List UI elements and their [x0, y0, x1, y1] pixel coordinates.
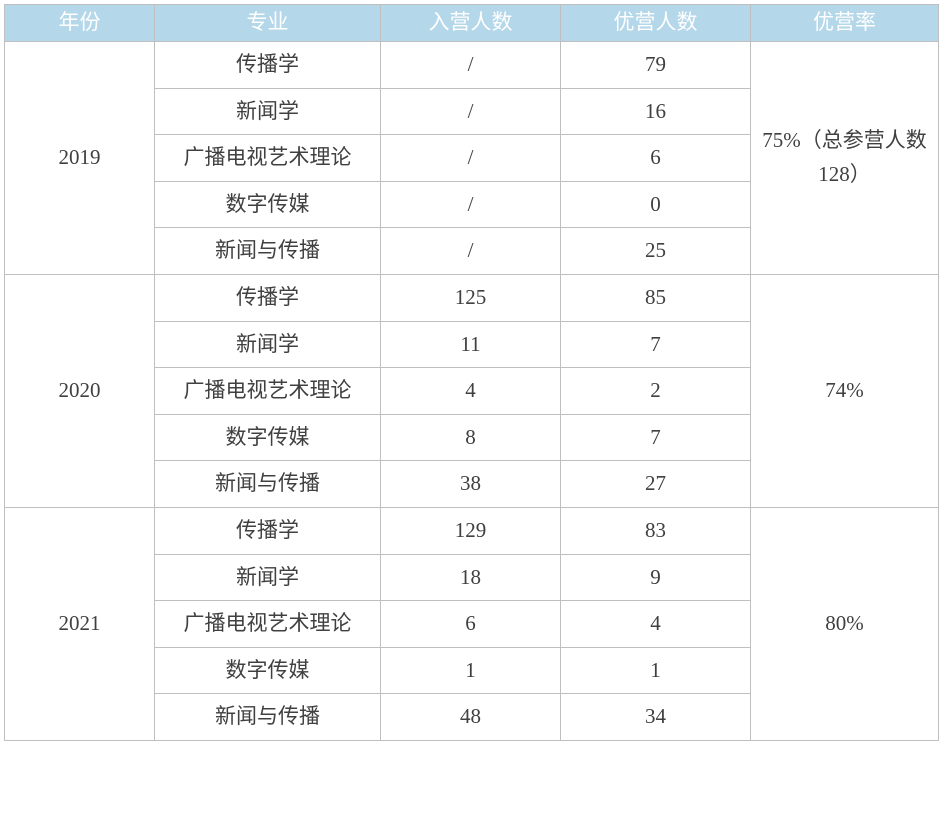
cell-in: 4 [381, 368, 561, 415]
cell-in: / [381, 228, 561, 275]
cell-year: 2021 [5, 507, 155, 740]
cell-in: / [381, 88, 561, 135]
cell-in: 6 [381, 601, 561, 648]
cell-major: 新闻学 [155, 554, 381, 601]
cell-in: 18 [381, 554, 561, 601]
cell-major: 新闻与传播 [155, 461, 381, 508]
table-header-row: 年份 专业 入营人数 优营人数 优营率 [5, 5, 939, 42]
cell-in: / [381, 135, 561, 182]
col-header-rate: 优营率 [751, 5, 939, 42]
cell-in: 125 [381, 274, 561, 321]
table-row: 2019 传播学 / 79 75%（总参营人数128） [5, 42, 939, 89]
cell-major: 数字传媒 [155, 414, 381, 461]
cell-in: 8 [381, 414, 561, 461]
cell-in: 129 [381, 507, 561, 554]
cell-major: 新闻学 [155, 321, 381, 368]
table-row: 2021 传播学 129 83 80% [5, 507, 939, 554]
cell-major: 广播电视艺术理论 [155, 368, 381, 415]
col-header-out: 优营人数 [561, 5, 751, 42]
cell-out: 2 [561, 368, 751, 415]
col-header-in: 入营人数 [381, 5, 561, 42]
cell-major: 数字传媒 [155, 647, 381, 694]
cell-rate: 74% [751, 274, 939, 507]
cell-out: 4 [561, 601, 751, 648]
cell-out: 34 [561, 694, 751, 741]
cell-out: 79 [561, 42, 751, 89]
col-header-major: 专业 [155, 5, 381, 42]
cell-major: 新闻学 [155, 88, 381, 135]
cell-year: 2020 [5, 274, 155, 507]
cell-out: 83 [561, 507, 751, 554]
cell-major: 广播电视艺术理论 [155, 135, 381, 182]
cell-in: 38 [381, 461, 561, 508]
cell-major: 传播学 [155, 274, 381, 321]
col-header-year: 年份 [5, 5, 155, 42]
cell-in: 48 [381, 694, 561, 741]
cell-out: 27 [561, 461, 751, 508]
cell-in: 11 [381, 321, 561, 368]
cell-major: 广播电视艺术理论 [155, 601, 381, 648]
cell-rate: 80% [751, 507, 939, 740]
admissions-table: 年份 专业 入营人数 优营人数 优营率 2019 传播学 / 79 75%（总参… [4, 4, 939, 741]
cell-out: 9 [561, 554, 751, 601]
cell-in: / [381, 181, 561, 228]
cell-major: 传播学 [155, 42, 381, 89]
cell-in: 1 [381, 647, 561, 694]
cell-in: / [381, 42, 561, 89]
cell-out: 25 [561, 228, 751, 275]
cell-major: 数字传媒 [155, 181, 381, 228]
cell-major: 传播学 [155, 507, 381, 554]
cell-out: 7 [561, 414, 751, 461]
table-body: 2019 传播学 / 79 75%（总参营人数128） 新闻学 / 16 广播电… [5, 42, 939, 741]
cell-out: 6 [561, 135, 751, 182]
cell-out: 1 [561, 647, 751, 694]
cell-out: 7 [561, 321, 751, 368]
cell-major: 新闻与传播 [155, 228, 381, 275]
cell-out: 16 [561, 88, 751, 135]
cell-rate: 75%（总参营人数128） [751, 42, 939, 275]
cell-out: 85 [561, 274, 751, 321]
table-row: 2020 传播学 125 85 74% [5, 274, 939, 321]
cell-year: 2019 [5, 42, 155, 275]
cell-out: 0 [561, 181, 751, 228]
cell-major: 新闻与传播 [155, 694, 381, 741]
